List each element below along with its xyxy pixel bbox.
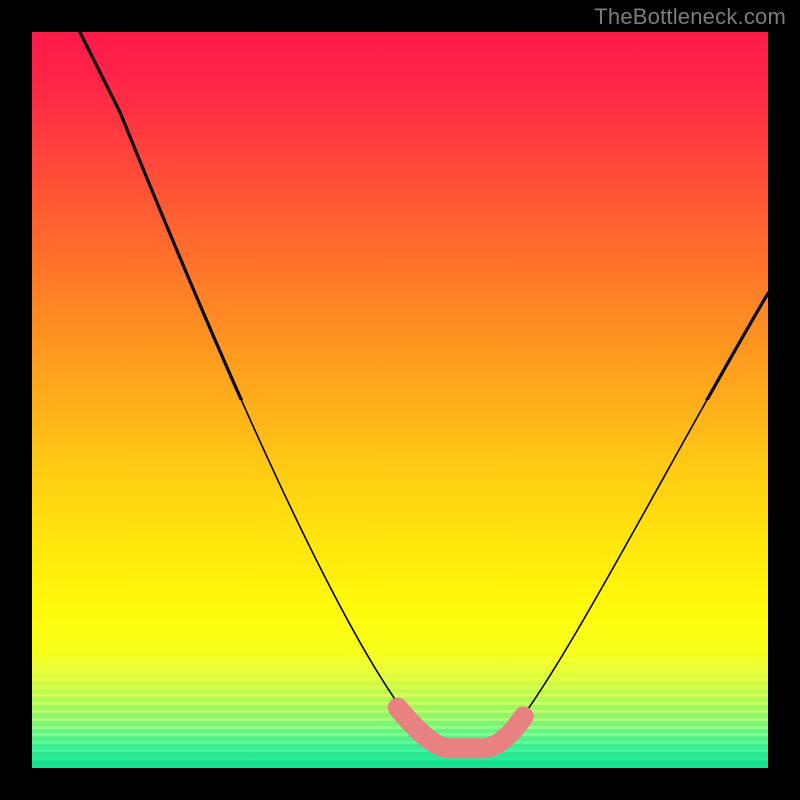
v-curve — [80, 32, 768, 745]
trough-highlight — [398, 708, 524, 749]
attribution-text: TheBottleneck.com — [594, 4, 786, 30]
plot-area — [32, 32, 768, 768]
v-curve-thick — [80, 32, 768, 745]
chart-frame: TheBottleneck.com — [0, 0, 800, 800]
curve-layer — [32, 32, 768, 768]
